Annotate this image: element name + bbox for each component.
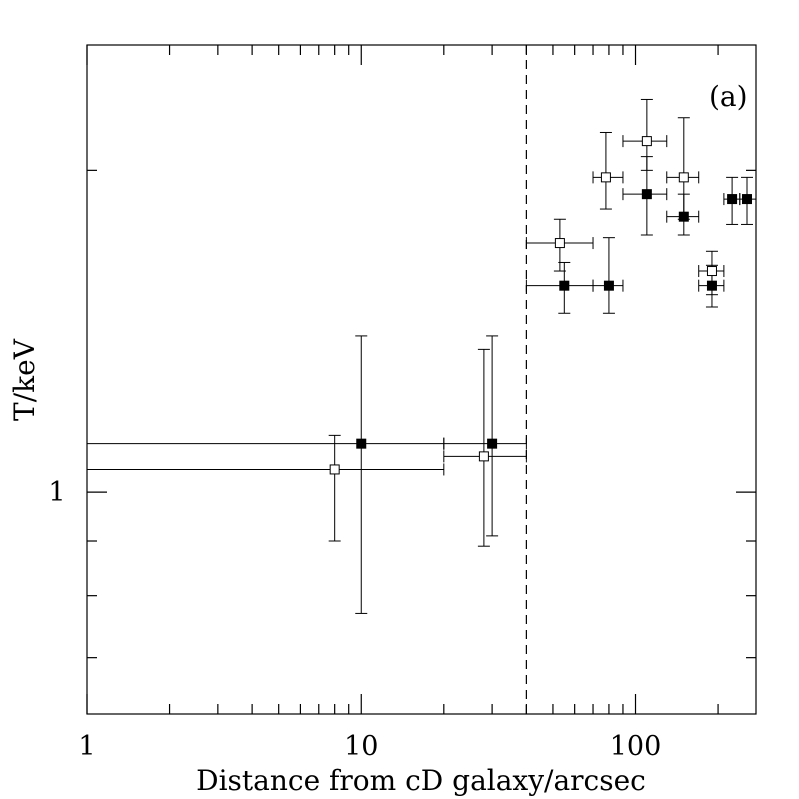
axis-ticks [86,45,756,714]
filled-square-point [559,280,570,291]
y-axis-title: T/keV [8,338,41,421]
open-square-point [706,266,717,277]
filled-square-point [356,438,367,449]
y-tick-labels: 1 [48,477,65,508]
panel-label: (a) [709,80,748,113]
filled-square-point [603,280,614,291]
filled-square-point [678,211,689,222]
filled-square-point [727,194,738,205]
data-markers [329,136,753,475]
filled-square-point [487,438,498,449]
x-tick-label: 1 [78,731,95,762]
x-tick-label: 10 [344,731,378,762]
open-square-point [678,172,689,183]
error-bars [87,98,757,614]
filled-square-point [742,194,753,205]
open-square-point [478,451,489,462]
plot-frame [86,44,757,715]
x-tick-labels: 1 10 100 [78,731,661,762]
open-square-point [554,238,565,249]
filled-square-point [706,280,717,291]
filled-square-point [641,189,652,200]
x-tick-label: 100 [610,731,662,762]
open-square-point [600,172,611,183]
open-square-point [329,464,340,475]
open-square-point [641,136,652,147]
x-axis-title: Distance from cD galaxy/arcsec [196,764,646,797]
y-tick-label: 1 [48,477,65,508]
